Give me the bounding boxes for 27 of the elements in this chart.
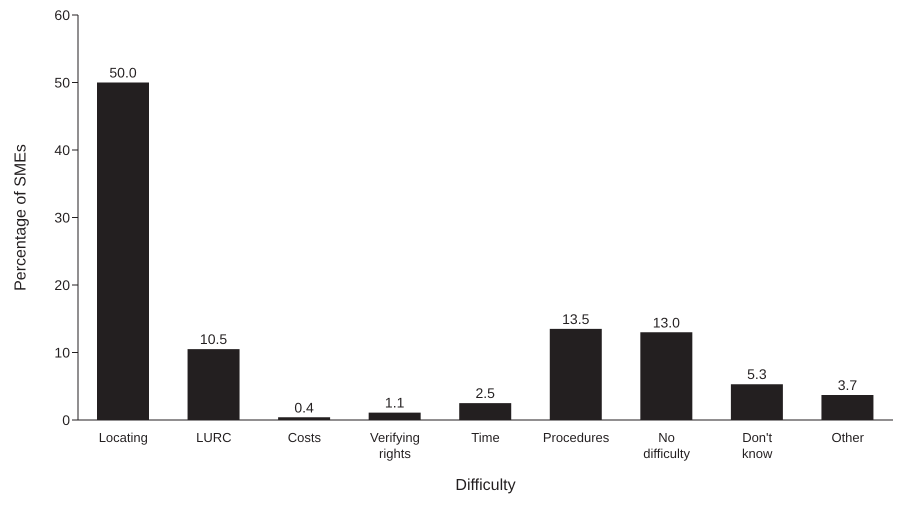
x-tick-label: Locating	[98, 430, 148, 445]
x-tick-label: No difficulty	[643, 430, 690, 461]
y-tick-label: 0	[62, 412, 70, 428]
data-label: 10.5	[200, 331, 228, 348]
y-tick-label: 60	[54, 6, 70, 23]
x-tick-label: LURC	[196, 430, 232, 445]
y-tick-label: 20	[54, 276, 70, 293]
data-label: 13.5	[562, 310, 590, 327]
data-label: 13.0	[652, 314, 680, 330]
x-tick-label: Time	[471, 430, 500, 445]
x-tick-label: Don't know	[742, 430, 773, 461]
data-label: 1.1	[384, 394, 405, 411]
data-label: 0.4	[294, 399, 314, 416]
y-tick-label: 30	[54, 209, 70, 226]
data-label: 3.7	[838, 377, 858, 394]
x-axis-title: Difficulty	[455, 477, 516, 494]
x-tick-label: Other	[831, 430, 865, 445]
data-label: 50.0	[109, 64, 137, 80]
x-tick-label: Costs	[288, 430, 322, 445]
y-tick-label: 40	[54, 142, 70, 158]
y-axis-title: Percentage of SMEs	[12, 144, 30, 291]
x-tick-label: Procedures	[542, 430, 610, 445]
y-tick-label: 10	[54, 344, 70, 360]
data-label: 5.3	[747, 366, 767, 382]
data-label: 2.5	[475, 385, 496, 402]
y-tick-label: 50	[54, 74, 70, 90]
x-tick-label: Verifying rights	[370, 430, 420, 461]
